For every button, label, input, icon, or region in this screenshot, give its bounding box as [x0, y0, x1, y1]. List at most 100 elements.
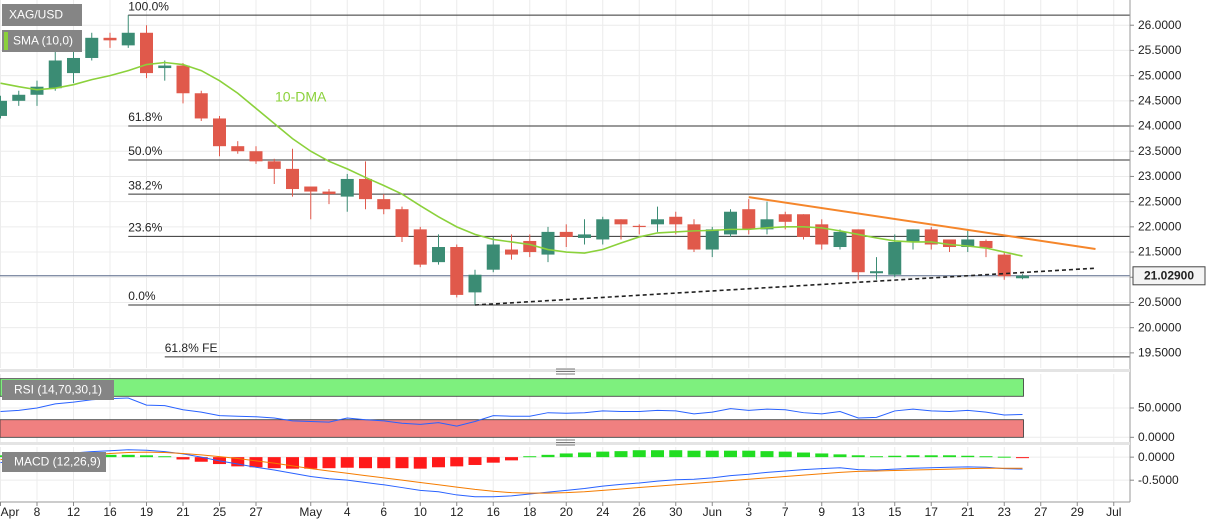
candle-body [870, 271, 883, 274]
macd-histogram-bar [176, 457, 190, 460]
y-tick-label: -0.5000 [1138, 473, 1179, 487]
last-price-label: 21.02900 [1144, 268, 1194, 282]
candle-body [85, 37, 99, 58]
signal-line [0, 451, 1023, 494]
sma-annotation: 10-DMA [275, 89, 327, 105]
macd-histogram-bar [742, 450, 756, 458]
macd-histogram-bar [103, 454, 117, 458]
macd-histogram-bar [413, 457, 427, 469]
x-tick-label: Apr [1, 505, 20, 519]
macd-histogram-bar [231, 457, 245, 467]
x-tick-label: 27 [1034, 505, 1048, 519]
macd-histogram-bar [924, 455, 938, 458]
macd-histogram-bar [778, 451, 792, 458]
candle-body [395, 209, 409, 237]
x-tick-label: 15 [888, 505, 902, 519]
candle-body [997, 254, 1011, 277]
axis-layer: Apr 8 12 16 19 21 25 27 May 4 6 10 12 16 18 20 24 26 30 Jun… [0, 18, 1206, 519]
candle-body [249, 151, 263, 162]
x-tick-label: May [299, 505, 322, 519]
macd-histogram-bar [651, 450, 664, 458]
candle-body [559, 231, 573, 237]
x-tick-label: 9 [818, 505, 825, 519]
y-tick-label: 20.5000 [1138, 295, 1182, 309]
macd-title: MACD (12,26,9) [14, 455, 101, 469]
fib-label: 100.0% [128, 0, 169, 13]
x-tick-label: 17 [925, 505, 939, 519]
macd-histogram-bar [468, 457, 482, 465]
macd-histogram-bar [797, 452, 810, 458]
macd-histogram-bar [304, 457, 318, 469]
candle-body [103, 37, 117, 41]
candle-body [669, 216, 683, 225]
candle-body [48, 60, 62, 89]
macd-histogram-bar [505, 457, 518, 461]
candle-body [797, 214, 810, 237]
candle-body [906, 229, 920, 242]
legend-sma: SMA (10,0) [13, 34, 73, 48]
x-tick-label: 20 [560, 505, 574, 519]
candle-body [742, 209, 756, 230]
macd-histogram-bar [140, 455, 153, 458]
rsi-title: RSI (14,70,30,1) [14, 383, 102, 397]
y-tick-label: 20.0000 [1138, 320, 1182, 334]
candle-body [359, 178, 372, 200]
candle-body [377, 199, 391, 210]
macd-histogram-bar [943, 455, 956, 458]
macd-histogram-bar [377, 457, 391, 469]
macd-histogram-bar [851, 455, 865, 458]
macd-histogram-bar [359, 457, 372, 469]
candle-body [523, 240, 537, 253]
candle-body [651, 219, 664, 225]
macd-histogram-bar [833, 454, 847, 458]
candle-body [614, 219, 628, 225]
y-tick-label: 26.0000 [1138, 18, 1182, 32]
macd-histogram-bar [888, 455, 902, 458]
candle-body [632, 225, 646, 228]
candle-body [140, 32, 153, 74]
macd-histogram-bar [432, 457, 445, 468]
candle-body [12, 94, 26, 101]
candle-body [322, 191, 336, 195]
y-tick-label: 50.0000 [1138, 401, 1182, 415]
x-tick-label: Jun [703, 505, 722, 519]
candle-body [724, 211, 737, 235]
x-tick-label: 23 [998, 505, 1012, 519]
x-tick-label: 30 [669, 505, 683, 519]
x-tick-label: 16 [103, 505, 117, 519]
macd-histogram-bar [559, 453, 573, 458]
macd-histogram-bar [906, 455, 920, 458]
macd-label: MACD (12,26,9) [2, 452, 106, 472]
candle-body [705, 229, 719, 250]
x-tick-label: 21 [961, 505, 975, 519]
legend: XAG/USD SMA (10,0) [2, 4, 82, 52]
last-price-tag [1132, 266, 1206, 286]
candle-body [961, 239, 975, 248]
y-tick-label: 24.0000 [1138, 119, 1182, 133]
macd-histogram-bar [194, 457, 208, 462]
x-tick-label: 18 [523, 505, 537, 519]
macd-histogram-bar [541, 454, 555, 458]
x-tick-label: 26 [633, 505, 647, 519]
x-tick-label: 27 [249, 505, 263, 519]
legend-swatch [4, 32, 8, 50]
x-tick-label: 3 [745, 505, 752, 519]
y-tick-label: 22.5000 [1138, 194, 1182, 208]
candle-body [687, 224, 701, 250]
candle-body [0, 100, 7, 116]
data-layer: 100.0% 61.8% 50.0% 38.2% 23.6% 0.0% 61.8% FE [0, 0, 1130, 498]
macd-histogram-bar [486, 457, 500, 463]
candle-body [833, 231, 847, 248]
x-tick-label: 16 [487, 505, 501, 519]
candle-body [286, 168, 299, 190]
indicator-label-box [2, 452, 106, 472]
x-tick-label: 25 [213, 505, 227, 519]
grid-layer [0, 0, 1130, 500]
sma-line [0, 61, 1023, 257]
macd-histogram-bar [596, 451, 610, 458]
macd-histogram-bar [395, 457, 409, 469]
fib-label: 0.0% [128, 289, 156, 303]
macd-histogram-bar [578, 452, 591, 458]
